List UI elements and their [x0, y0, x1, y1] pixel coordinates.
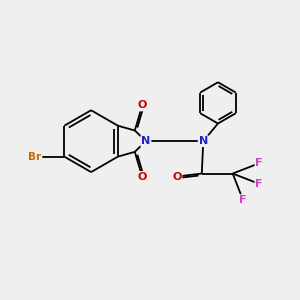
Text: F: F	[256, 179, 263, 189]
Text: Br: Br	[28, 152, 41, 162]
Text: O: O	[172, 172, 182, 182]
Text: O: O	[137, 100, 147, 110]
Text: O: O	[137, 172, 147, 182]
Text: F: F	[239, 195, 247, 205]
Text: N: N	[199, 136, 208, 146]
Text: F: F	[256, 158, 263, 168]
Text: N: N	[141, 136, 151, 146]
